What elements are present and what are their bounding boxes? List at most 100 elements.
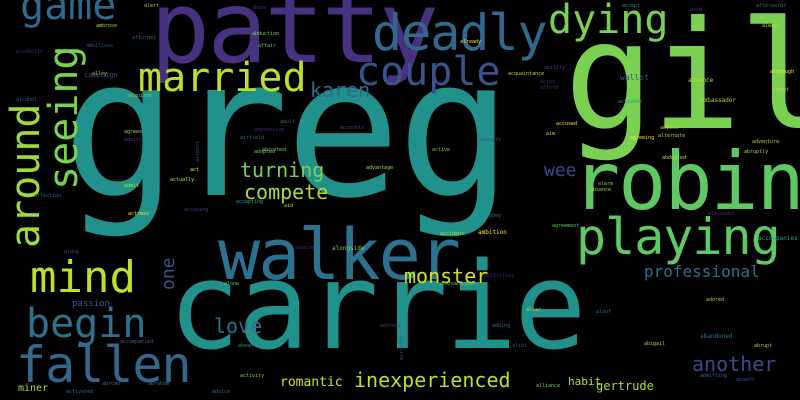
word-accepts: accepts <box>480 137 502 143</box>
word-activities: activities <box>484 273 515 279</box>
word-abuse: abuse <box>252 5 268 11</box>
word-admit: admit <box>124 183 140 189</box>
word-abrupt: abrupt <box>754 343 773 349</box>
word-professional: professional <box>644 262 760 281</box>
word-abigail: abigail <box>644 341 666 347</box>
word-aspire: aspire <box>296 245 315 251</box>
word-campaign: campaign <box>84 71 118 79</box>
word-actor: actor <box>540 79 556 85</box>
word-actually: actually <box>170 177 195 183</box>
word-activated: activated <box>66 389 94 395</box>
word-fallen: fallen <box>16 336 192 394</box>
word-alexander: alexander <box>708 211 736 217</box>
word-affair: affair <box>258 43 277 49</box>
word-game: game <box>20 0 117 29</box>
word-activate: activate <box>618 99 643 105</box>
word-carrie: carrie <box>168 238 586 377</box>
word-robin: robin <box>572 135 800 228</box>
word-alibi: alibi <box>512 343 528 349</box>
word-acknowledges: acknowledges <box>440 281 477 287</box>
word-actress: actress <box>128 211 150 217</box>
word-seeing: seeing <box>41 45 87 191</box>
word-acquires: acquires <box>128 93 153 99</box>
word-around: around <box>3 103 49 249</box>
word-adding: adding <box>492 323 511 329</box>
word-patty: patty <box>150 0 439 86</box>
word-begin: begin <box>26 301 147 347</box>
word-alongside: alongside <box>332 245 365 252</box>
word-ability: ability <box>544 65 566 71</box>
word-inexperienced: inexperienced <box>354 368 511 392</box>
word-aid: aid <box>284 203 294 209</box>
word-agrees: agrees <box>124 129 143 135</box>
word-miner: miner <box>18 383 49 394</box>
word-active: active <box>432 147 451 153</box>
word-greg: greg <box>62 18 512 241</box>
word-alcohol: alcohol <box>16 97 38 103</box>
word-accident: accident <box>440 231 465 237</box>
word-adventure: adventure <box>752 139 780 145</box>
word-dying: dying <box>548 0 669 43</box>
word-wee: wee <box>544 160 577 181</box>
word-accept: accept <box>622 3 641 9</box>
word-married: married <box>138 55 307 101</box>
word-advantage: advantage <box>366 165 394 171</box>
word-abroad: abroad <box>102 381 121 387</box>
word-address: address <box>380 323 402 329</box>
word-adopted: adopted <box>254 149 276 155</box>
word-activity: activity <box>240 373 265 379</box>
word-airfield: airfield <box>240 135 265 141</box>
word-ambassador: ambassador <box>700 97 737 104</box>
word-turning: turning <box>240 158 325 182</box>
word-alcoholic: alcoholic <box>16 49 44 55</box>
word-agreeing: agreeing <box>630 135 655 141</box>
word-ambitious: ambitious <box>86 43 114 49</box>
word-another: another <box>692 352 777 376</box>
word-advise: advise <box>660 125 679 131</box>
word-admitting: admitting <box>700 373 728 379</box>
word-altar: altar <box>526 307 542 313</box>
word-affection: affection <box>34 193 62 199</box>
word-along: along <box>64 249 80 255</box>
word-airport: airport <box>195 140 201 162</box>
word-afterwards: afterwards <box>756 3 787 9</box>
word-agreement: agreement <box>552 223 580 229</box>
word-act: act <box>190 167 200 173</box>
word-accused: accused <box>556 121 578 127</box>
word-habit: habit <box>568 375 602 388</box>
word-one: one <box>158 257 179 290</box>
word-absorbed: absorbed <box>262 147 287 153</box>
word-accounts: accounts <box>340 125 365 131</box>
word-karen: karen <box>310 78 371 102</box>
word-playing: playing <box>576 208 781 266</box>
word-deadly: deadly <box>372 4 548 62</box>
word-ambrose: ambrose <box>96 23 118 29</box>
word-acid: acid <box>690 7 703 13</box>
word-aggressive: aggressive <box>254 127 285 133</box>
word-always: always <box>762 23 781 29</box>
word-alert: alert <box>144 3 160 9</box>
word-accompanies: accompanies <box>758 235 798 242</box>
word-aim: aim <box>546 131 556 137</box>
word-ahead: ahead <box>238 343 254 349</box>
word-advance: advance <box>688 77 714 84</box>
word-adored: adored <box>706 297 725 303</box>
word-although: although <box>770 69 795 75</box>
word-absence: absence <box>590 187 612 193</box>
word-abducted: abducted <box>662 155 687 161</box>
word-abandoned: abandoned <box>700 333 733 340</box>
word-aircraft: aircraft <box>399 335 405 360</box>
word-alliance: alliance <box>536 383 561 389</box>
word-attorney: attorney <box>132 35 157 41</box>
word-abraham: abraham <box>148 381 170 387</box>
word-love: love <box>214 314 263 338</box>
word-alley: alley <box>92 71 108 77</box>
word-romantic: romantic <box>280 375 343 390</box>
word-afford: afford <box>540 85 559 91</box>
word-alarm: alarm <box>598 181 614 187</box>
word-alone: alone <box>224 281 240 287</box>
word-accusing: accusing <box>184 207 209 213</box>
word-admire: admire <box>124 137 143 143</box>
word-advice: advice <box>212 389 231 395</box>
